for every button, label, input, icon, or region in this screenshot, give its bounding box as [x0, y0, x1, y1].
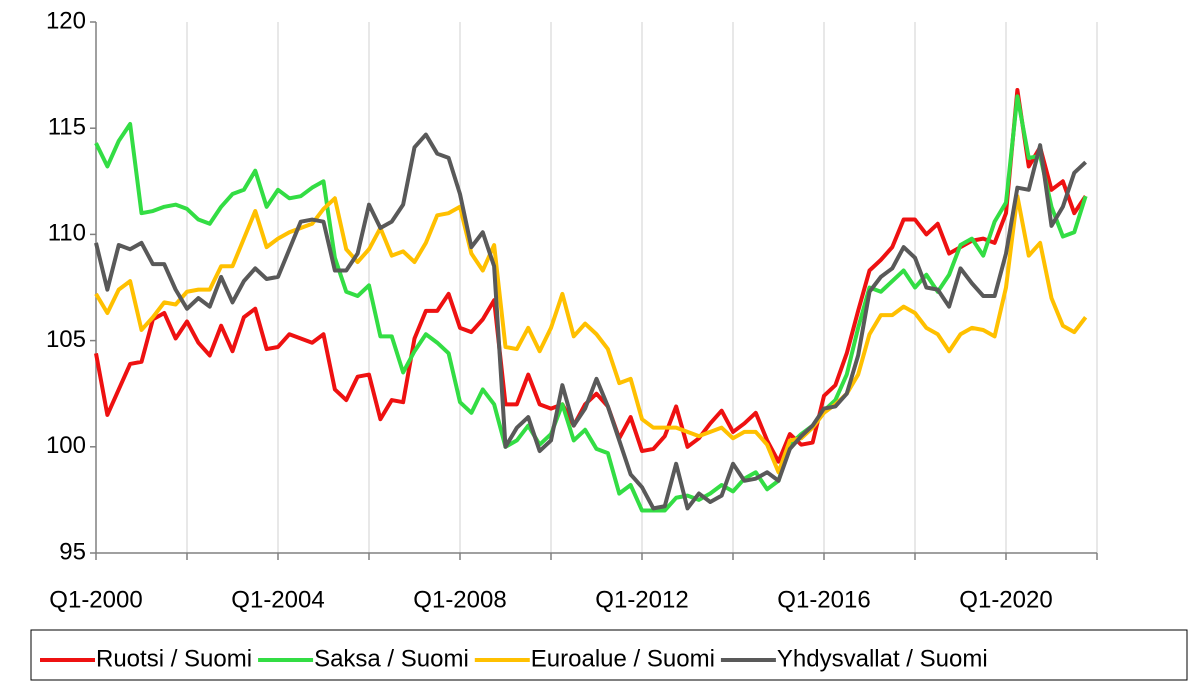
series-line [94, 194, 1088, 475]
x-tick-label: Q1-2012 [595, 586, 688, 613]
series-line [94, 87, 1088, 464]
x-tick-label: Q1-2004 [231, 586, 324, 613]
y-tick-label: 105 [46, 326, 86, 353]
y-tick-label: 100 [46, 432, 86, 459]
y-tick-label: 120 [46, 7, 86, 34]
series-line [94, 94, 1088, 513]
legend-label: Euroalue / Suomi [531, 645, 715, 672]
series-line [94, 132, 1087, 511]
y-tick-label: 95 [59, 538, 86, 565]
legend-label: Saksa / Suomi [314, 645, 469, 672]
legend-label: Ruotsi / Suomi [96, 645, 252, 672]
y-tick-label: 110 [48, 220, 86, 247]
x-tick-label: Q1-2000 [49, 586, 142, 613]
legend-box [30, 629, 1188, 681]
x-tick-label: Q1-2016 [777, 586, 870, 613]
x-tick-label: Q1-2020 [959, 586, 1052, 613]
legend-label: Yhdysvallat / Suomi [777, 645, 988, 672]
x-tick-label: Q1-2008 [413, 586, 506, 613]
y-tick-label: 115 [48, 114, 86, 141]
